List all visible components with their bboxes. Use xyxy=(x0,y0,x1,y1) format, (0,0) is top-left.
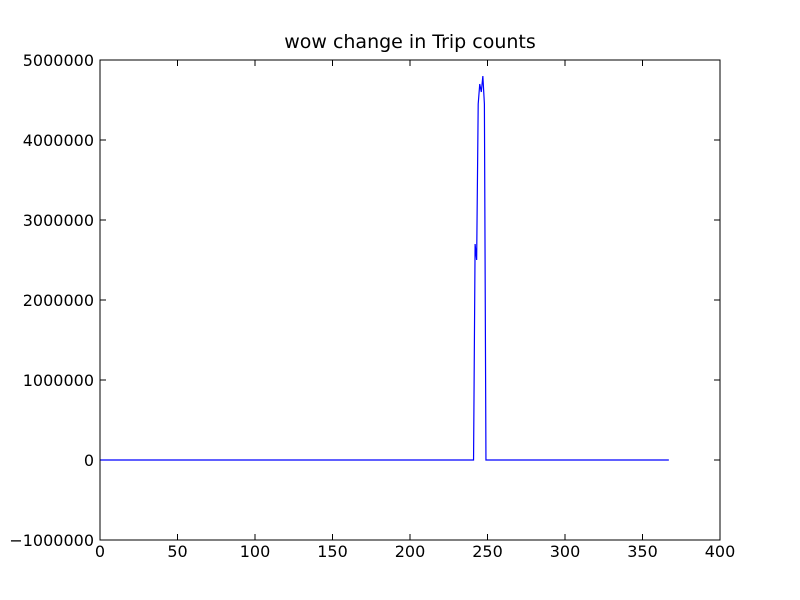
x-tick-label: 400 xyxy=(705,542,736,561)
series-line xyxy=(100,75,669,461)
x-tick-label: 350 xyxy=(627,542,658,561)
x-tick-label: 200 xyxy=(395,542,426,561)
x-tick-label: 250 xyxy=(472,542,503,561)
y-tick-label: 2000000 xyxy=(23,291,94,310)
series-layer xyxy=(100,75,669,461)
x-tick-label: 150 xyxy=(317,542,348,561)
y-tick-label: 5000000 xyxy=(23,51,94,70)
x-tick-label: 0 xyxy=(95,542,105,561)
y-tick-label: 3000000 xyxy=(23,211,94,230)
y-tick-label: −1000000 xyxy=(9,531,94,550)
x-tick-label: 50 xyxy=(167,542,187,561)
chart-title: wow change in Trip counts xyxy=(284,31,536,53)
x-tick-label: 300 xyxy=(550,542,581,561)
y-tick-label: 0 xyxy=(84,451,94,470)
y-axis-ticks: −1000000 0 1000000 2000000 3000000 4000000 500… xyxy=(9,51,720,550)
y-tick-label: 4000000 xyxy=(23,131,94,150)
x-axis-ticks: 0 50 100 150 200 250 300 350 400 xyxy=(95,60,735,561)
x-tick-label: 100 xyxy=(240,542,271,561)
plot-area-frame xyxy=(99,59,721,541)
y-tick-label: 1000000 xyxy=(23,371,94,390)
